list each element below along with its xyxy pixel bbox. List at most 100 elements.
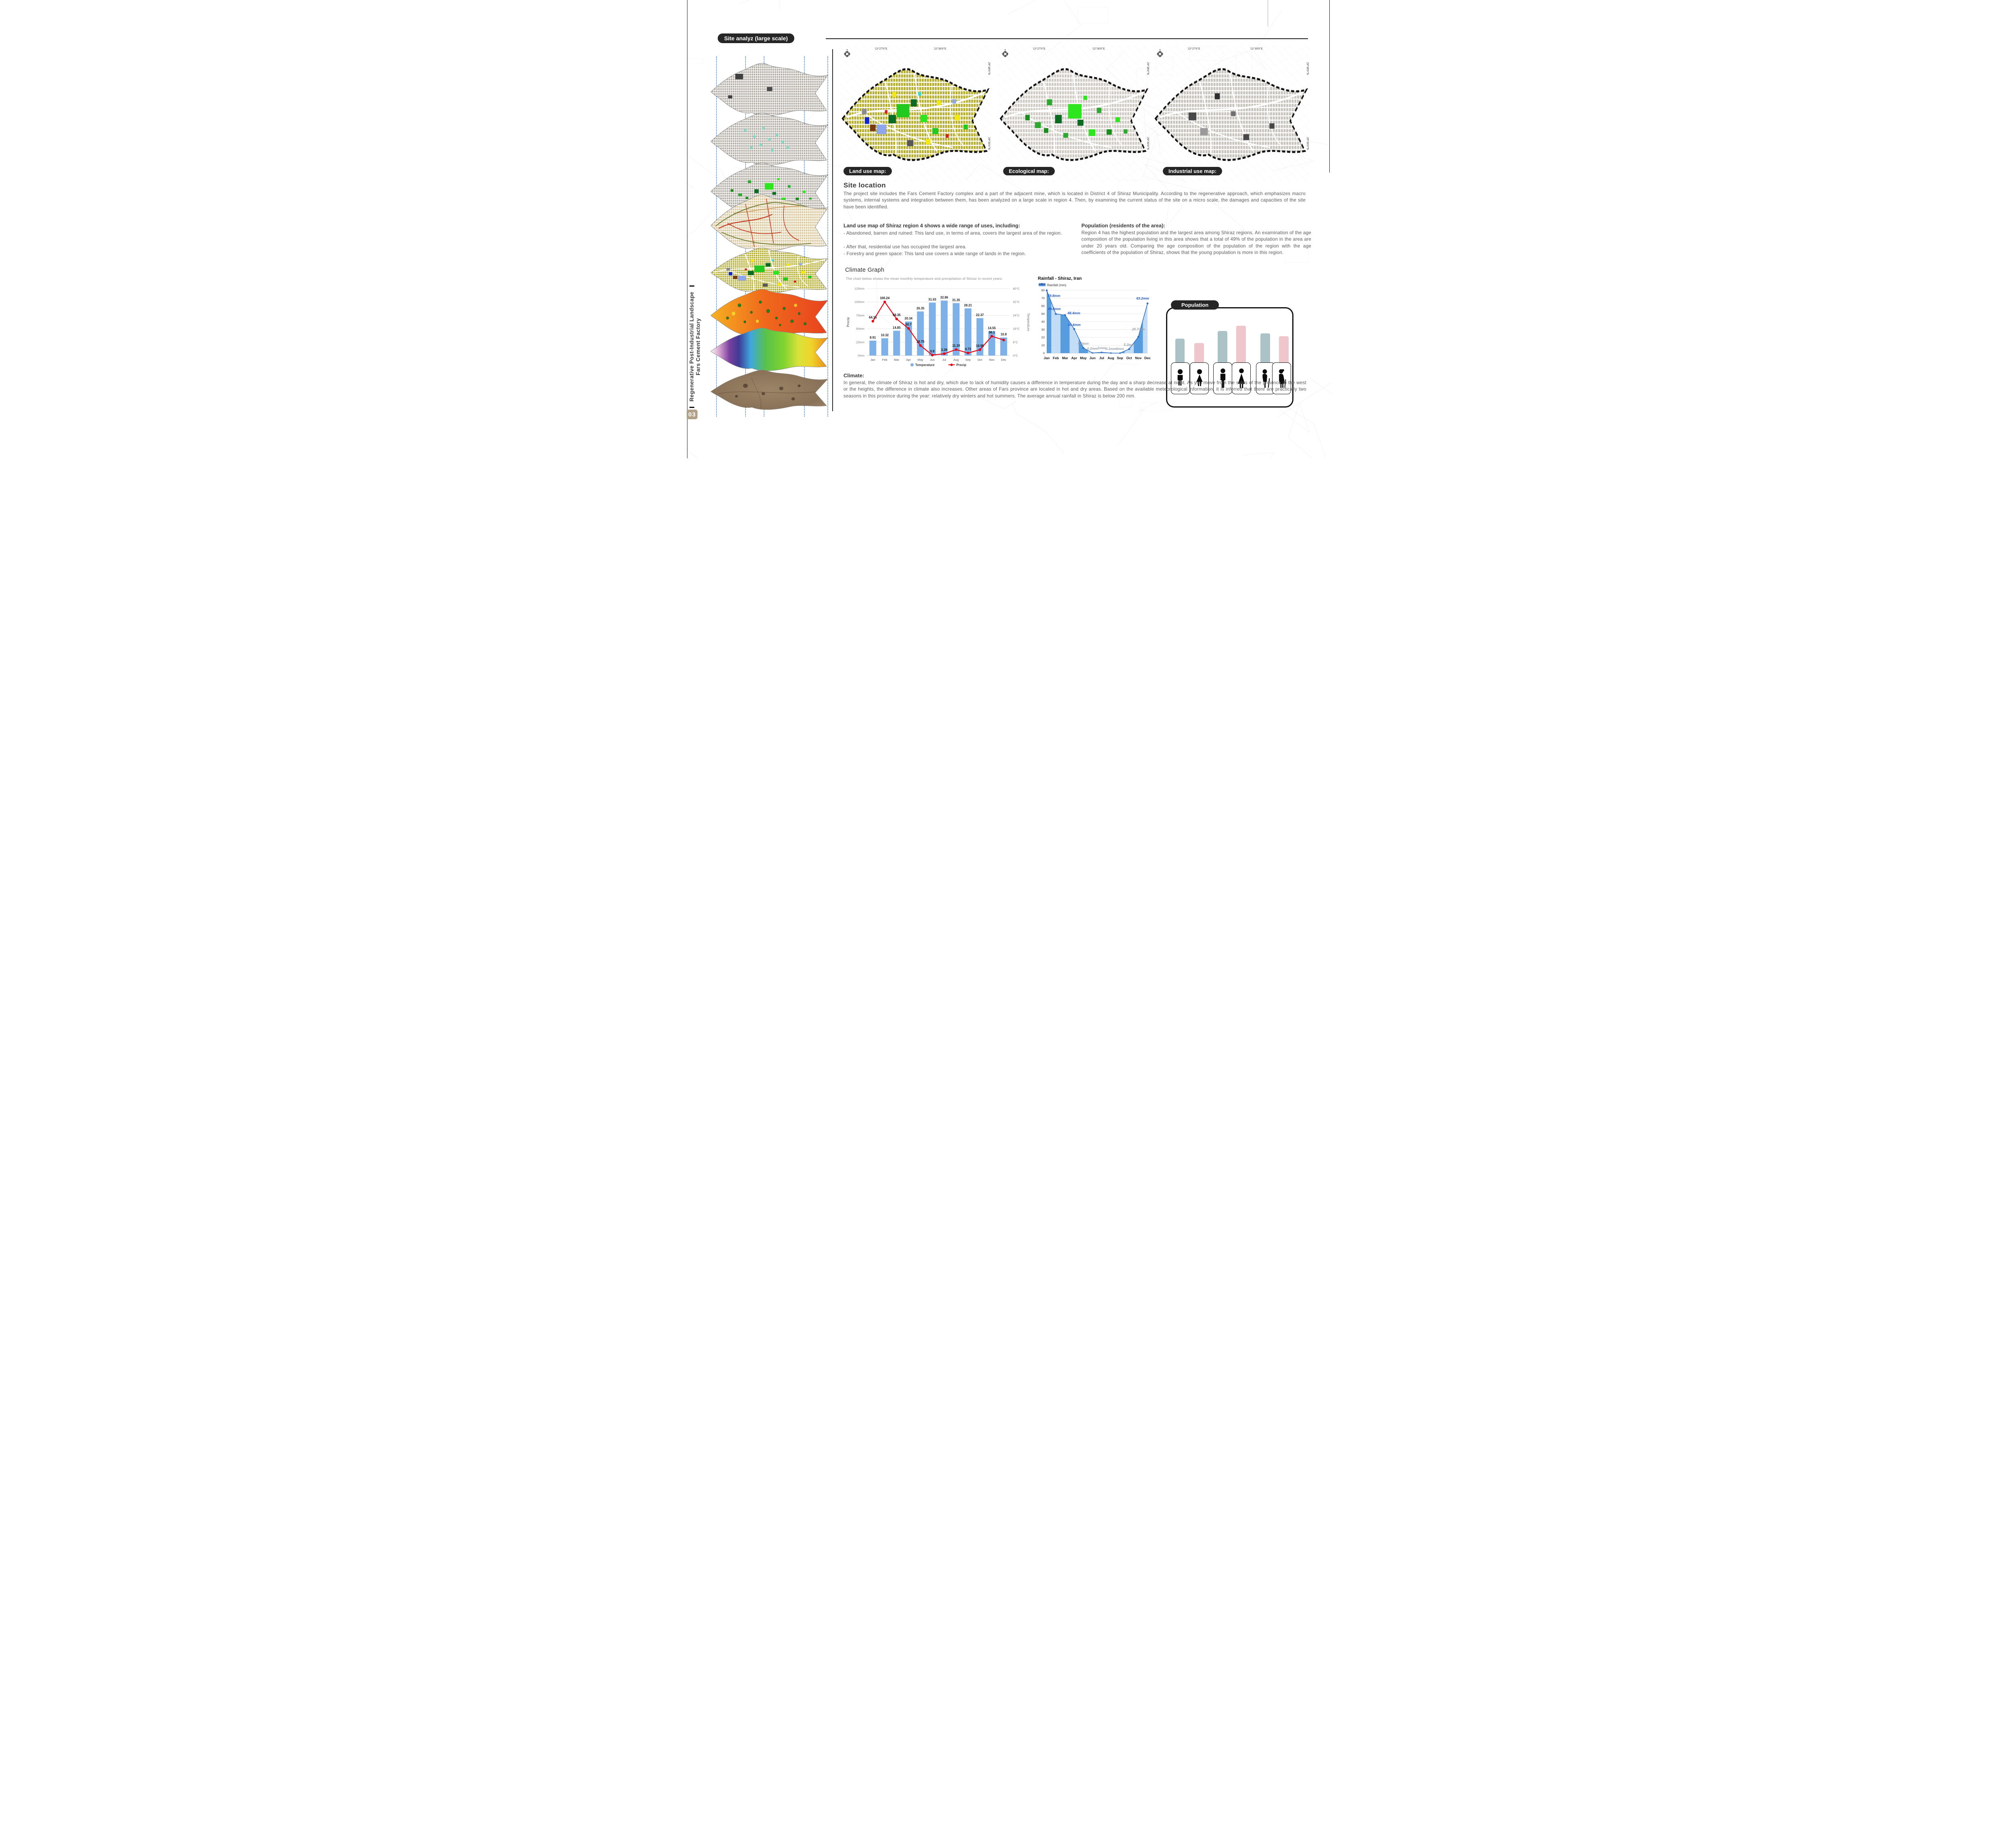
rainfall-month-band — [1047, 290, 1052, 354]
svg-text:N: N — [847, 49, 848, 50]
svg-text:Jun: Jun — [1089, 356, 1095, 360]
precip-point — [895, 318, 898, 320]
climate-body: In general, the climate of Shiraz is hot… — [843, 380, 1306, 399]
rainfall-month-band — [1115, 290, 1125, 354]
temperature-bar — [988, 331, 996, 356]
projection-line — [827, 56, 828, 416]
svg-text:50: 50 — [1041, 312, 1045, 316]
elderly-man-icon — [1256, 362, 1275, 394]
svg-text:Dec: Dec — [1001, 358, 1007, 362]
precip-line — [872, 301, 1004, 356]
population-text-body: Region 4 has the highest population and … — [1081, 230, 1311, 256]
industrial-use-map: N 52°27'0"E 52°30'0"E 29°38'0"N 29°36'0"… — [1152, 45, 1310, 182]
svg-text:40°C: 40°C — [1013, 287, 1020, 291]
rainfall-point — [1146, 302, 1149, 305]
precip-point — [990, 335, 993, 338]
precip-point-label: 18.75 — [916, 340, 925, 343]
coordinate-label: 29°36'0"N — [1306, 137, 1310, 150]
temperature-bar — [929, 302, 936, 356]
svg-text:32°C: 32°C — [1013, 300, 1020, 304]
svg-text:Jan: Jan — [871, 358, 875, 362]
precip-legend-dot-icon — [950, 364, 953, 366]
rainfall-month-band — [1097, 290, 1106, 354]
rainfall-month-band — [1060, 290, 1070, 354]
temperature-bar — [917, 311, 924, 356]
precip-point-label: 0.8 — [930, 350, 935, 353]
coordinate-label: 52°30'0"E — [934, 47, 947, 50]
svg-text:Feb: Feb — [882, 358, 887, 362]
rainfall-line — [1046, 290, 1148, 354]
temperature-legend-dot-icon — [910, 363, 914, 366]
precip-point-label: 11.19 — [952, 344, 960, 347]
temperature-bar — [881, 338, 888, 356]
precip-point-label: 100.24 — [880, 296, 890, 300]
svg-text:125mm: 125mm — [854, 287, 864, 291]
land-use-text-heading: Land use map of Shiraz region 4 shows a … — [843, 223, 1020, 229]
rainfall-point — [1110, 352, 1112, 354]
girl-icon — [1190, 362, 1209, 394]
stack-layer-satellite-map — [710, 365, 829, 417]
temperature-bar — [952, 303, 960, 356]
precip-point — [979, 348, 981, 351]
svg-text:100mm: 100mm — [854, 300, 864, 304]
svg-text:Precip: Precip — [846, 317, 850, 327]
land-use-bullet-1: - Abandoned, barren and ruined: This lan… — [843, 231, 1062, 236]
population-bar-man — [1218, 331, 1227, 362]
coordinate-label: 52°30'0"E — [1092, 47, 1105, 50]
elderly-woman-icon — [1272, 362, 1291, 394]
rainfall-point-label: 0.2mm — [1087, 347, 1098, 351]
svg-text:Mar: Mar — [894, 358, 899, 362]
land-use-map: N 52°27'0"E 52°30'0"E 29°38'0"N 29°36'0"… — [839, 45, 992, 182]
ecological-map-label: Ecological map: — [1003, 167, 1055, 175]
stack-layer-green-space-map — [710, 156, 829, 225]
climate-graph-subtitle: The chart below shows the mean monthly t… — [846, 277, 1003, 281]
land-use-bullet-2: - After that, residential use has occupi… — [843, 244, 967, 250]
svg-text:May: May — [1080, 356, 1087, 360]
rainfall-point — [1101, 351, 1103, 354]
svg-text:0mm: 0mm — [858, 354, 864, 358]
precip-point — [907, 327, 910, 330]
rainfall-point — [1064, 314, 1066, 316]
coordinate-label: 29°36'0"N — [1146, 137, 1150, 150]
temperature-bar — [976, 318, 983, 356]
land-use-map-label: Land use map: — [843, 167, 892, 175]
rainfall-point-label: 6.6mm — [1078, 341, 1089, 345]
rainfall-month-band — [1106, 290, 1116, 354]
sidebar-top-tick — [689, 285, 694, 287]
rainfall-point-label: 49.8mm — [1048, 307, 1061, 311]
svg-text:80: 80 — [1041, 289, 1045, 292]
boy-icon — [1170, 362, 1190, 394]
rainfall-month-band — [1088, 290, 1097, 354]
coordinate-label: 29°38'0"N — [1146, 62, 1150, 75]
svg-text:Jul: Jul — [942, 358, 946, 362]
right-edge-line — [1329, 0, 1330, 173]
sidebar-project-title: Regenerative Post-Industrial Landscape F… — [689, 287, 702, 406]
compass-rose-icon: N — [1156, 49, 1164, 58]
population-bar-woman — [1236, 326, 1246, 362]
svg-text:N: N — [1005, 49, 1006, 50]
coordinate-label: 29°38'0"N — [1306, 62, 1310, 75]
compass-rose-icon: N — [1001, 49, 1009, 58]
population-bar-boy — [1175, 339, 1185, 362]
svg-text:Apr: Apr — [1071, 356, 1077, 360]
temperature-bar — [964, 308, 972, 356]
temperature-bar-label: 14.55 — [988, 327, 996, 330]
temperature-bar-label: 8.91 — [870, 336, 876, 339]
svg-text:Jan: Jan — [1044, 356, 1050, 360]
svg-text:Aug: Aug — [1108, 356, 1114, 360]
projection-line — [716, 56, 717, 416]
rainfall-point — [1045, 289, 1048, 291]
svg-text:40: 40 — [1041, 320, 1045, 324]
rainfall-month-band — [1069, 290, 1079, 354]
svg-text:May: May — [918, 358, 923, 362]
rainfall-month-band — [1143, 290, 1148, 354]
rainfall-point-label: 30.6mm — [1068, 322, 1081, 327]
rainfall-point-label: 5.2mm — [1124, 343, 1135, 347]
precip-point — [883, 300, 886, 304]
stack-layer-landmarks-map — [710, 106, 829, 175]
svg-text:20: 20 — [1041, 336, 1045, 339]
temperature-bar-label: 10.32 — [881, 333, 889, 337]
rainfall-chart: Rainfall - Shiraz, Iran Rainfall (mm) 0 … — [1038, 276, 1151, 360]
rainfall-point — [1073, 328, 1075, 330]
stack-layer-gradient-analysis-map — [710, 322, 829, 379]
